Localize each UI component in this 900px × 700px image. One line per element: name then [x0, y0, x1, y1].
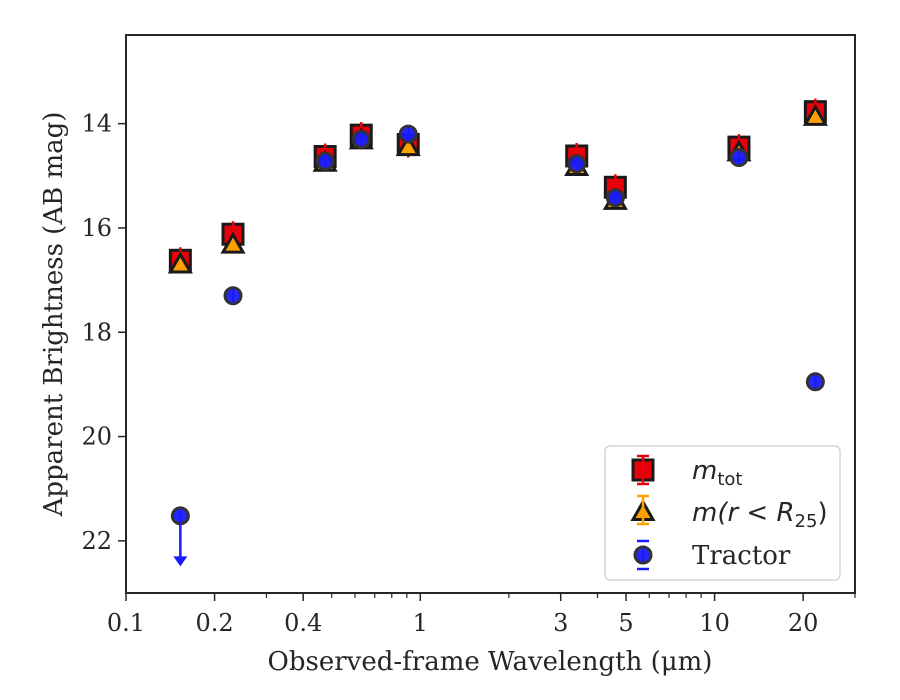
- legend-label: Tractor: [692, 541, 791, 571]
- legend-label: mtot: [692, 456, 742, 490]
- series-triangle: [167, 103, 828, 274]
- data-point: [802, 103, 828, 126]
- plot-marks: [167, 98, 828, 567]
- legend: mtot m(r < R25) Tractor: [604, 445, 841, 581]
- legend-box: [604, 445, 841, 581]
- triangle-marker: [395, 134, 421, 157]
- x-tick-label: 1: [413, 609, 428, 637]
- upper-limit-arrow-head: [173, 556, 188, 567]
- triangle-marker: [802, 103, 828, 126]
- series-square: [168, 98, 827, 274]
- axis-ticks: 0.1 0.2 0.4 1 3 5 10 20 14 16 18 20 22: [81, 110, 856, 637]
- triangle-marker: [167, 251, 193, 274]
- data-point: [223, 286, 243, 306]
- x-tick-label: 5: [618, 609, 633, 637]
- legend-label: m(r < R25): [692, 498, 828, 532]
- data-point: [805, 372, 825, 392]
- data-point: [395, 134, 421, 157]
- triangle-marker: [220, 231, 246, 254]
- y-tick-label: 20: [81, 423, 112, 451]
- data-point: [351, 129, 371, 149]
- data-point: [170, 506, 190, 567]
- legend-entry: m(r < R25): [630, 494, 828, 532]
- y-tick-label: 22: [81, 527, 112, 555]
- data-point: [398, 124, 418, 144]
- data-point: [220, 231, 246, 254]
- x-tick-label: 0.2: [196, 609, 234, 637]
- plot-frame: [125, 34, 856, 594]
- x-tick-label: 0.4: [284, 609, 322, 637]
- x-tick-label: 10: [699, 609, 730, 637]
- y-tick-label: 16: [81, 214, 112, 242]
- series-circle: [170, 124, 825, 567]
- y-tick-label: 18: [81, 318, 112, 346]
- y-tick-label: 14: [81, 110, 112, 138]
- x-axis-title: Observed-frame Wavelength (μm): [268, 647, 713, 677]
- data-point: [605, 188, 625, 208]
- x-tick-label: 3: [553, 609, 568, 637]
- data-point: [315, 151, 335, 171]
- data-point: [567, 154, 587, 174]
- legend-entry: mtot: [631, 454, 742, 490]
- legend-entry: Tractor: [633, 539, 791, 571]
- data-point: [729, 148, 749, 168]
- x-tick-label: 0.1: [107, 609, 145, 637]
- x-tick-label: 20: [788, 609, 819, 637]
- y-axis-title: Apparent Brightness (AB mag): [39, 112, 69, 518]
- data-point: [167, 251, 193, 274]
